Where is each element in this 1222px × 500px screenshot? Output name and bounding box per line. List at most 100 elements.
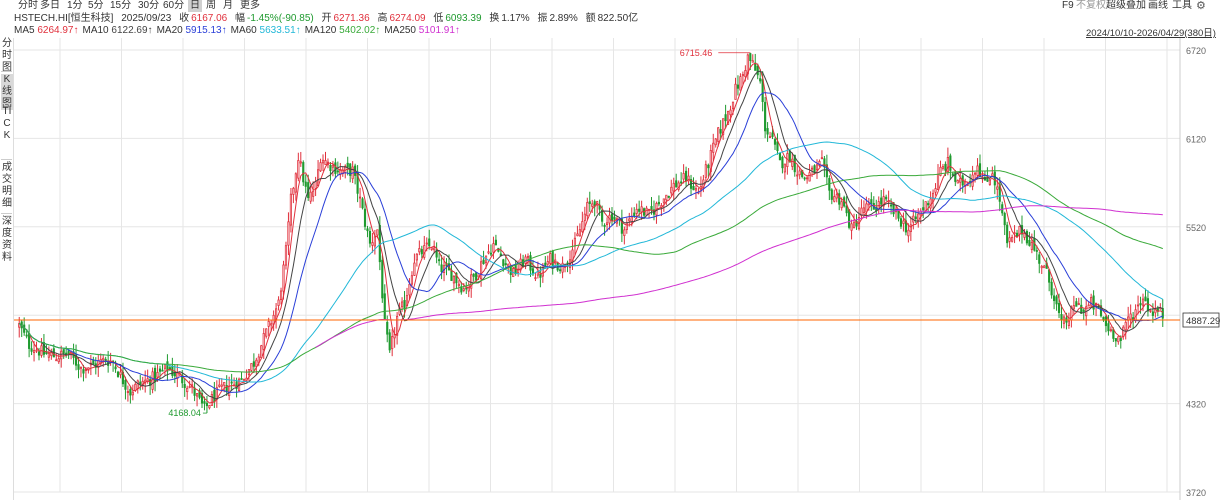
- candle-body: [151, 371, 154, 390]
- side-tab-2[interactable]: TICK: [2, 106, 12, 141]
- period-tab-8[interactable]: 周: [206, 0, 216, 11]
- period-tab-4[interactable]: 15分: [110, 0, 132, 11]
- candle-body: [588, 201, 591, 205]
- candle-body: [576, 233, 579, 237]
- draw-line-button[interactable]: 画线: [1148, 0, 1168, 11]
- candle-body: [319, 162, 322, 172]
- candle-body: [1050, 281, 1053, 296]
- candle-body: [996, 186, 999, 190]
- candle-body: [759, 78, 762, 82]
- max-price-label: 6715.46: [680, 48, 713, 58]
- candle-body: [270, 323, 273, 326]
- ma-legend-item-ma5: MA5 6264.97↑: [14, 25, 79, 36]
- candle-body: [1067, 320, 1070, 326]
- candle-body: [55, 359, 58, 362]
- f9-button[interactable]: F9: [1062, 0, 1074, 11]
- candle-body: [941, 166, 945, 169]
- candle-body: [687, 175, 690, 182]
- candle-body: [18, 323, 21, 328]
- side-tab-0[interactable]: 分时图: [2, 38, 12, 73]
- period-tab-6[interactable]: 60分: [163, 0, 185, 11]
- candle-body: [798, 170, 801, 176]
- candle-body: [213, 389, 216, 403]
- ma-legend-item-ma10: MA10 6122.69↑: [82, 25, 153, 36]
- candle-body: [482, 259, 485, 264]
- candle-body: [685, 170, 688, 182]
- candle-body: [638, 208, 641, 212]
- candle-body: [294, 173, 297, 193]
- current-price-label: 4887.29: [1186, 316, 1220, 327]
- candle-body: [507, 263, 510, 267]
- candle-body: [240, 378, 243, 380]
- ma-legend: MA5 6264.97↑ MA10 6122.69↑ MA20 5915.13↑ MA…: [14, 25, 464, 36]
- period-tab-0[interactable]: 分时: [18, 0, 38, 11]
- candle-body: [1087, 304, 1090, 307]
- period-tab-1[interactable]: 多日: [40, 0, 60, 11]
- side-tab-4[interactable]: 深度资料: [2, 216, 12, 263]
- side-tab-3[interactable]: 成交明细: [2, 162, 12, 209]
- candle-body: [260, 345, 263, 359]
- candle-body: [712, 142, 715, 153]
- candle-body: [37, 351, 41, 356]
- candle-body: [1003, 213, 1006, 226]
- candle-body: [504, 263, 507, 265]
- kline-chart[interactable]: 3720432049205520612067204887.296715.4641…: [0, 38, 1222, 500]
- candle-body: [289, 193, 292, 226]
- close-text: 收 6167.06: [179, 13, 228, 24]
- candle-body: [808, 172, 811, 182]
- candle-body: [949, 155, 952, 171]
- period-tab-5[interactable]: 30分: [138, 0, 160, 11]
- candle-body: [1038, 254, 1041, 264]
- candle-body: [336, 170, 339, 173]
- period-tab-3[interactable]: 5分: [88, 0, 104, 11]
- candle-body: [489, 252, 493, 255]
- candle-body: [1129, 313, 1132, 320]
- candle-body: [559, 269, 562, 272]
- candle-body: [628, 218, 631, 222]
- candle-body: [717, 127, 720, 142]
- candle-body: [526, 256, 530, 259]
- candle-body: [751, 60, 754, 63]
- date-range-link[interactable]: 2024/10/10-2026/04/29(380日): [1086, 28, 1216, 39]
- candle-body: [749, 53, 752, 62]
- candle-body: [396, 316, 399, 336]
- period-tab-9[interactable]: 月: [223, 0, 233, 11]
- candle-body: [956, 180, 959, 184]
- candle-body: [662, 198, 665, 203]
- candle-body: [124, 379, 127, 390]
- fuquan-button[interactable]: 不复权: [1076, 0, 1106, 11]
- candle-body: [255, 359, 258, 367]
- candle-body: [835, 194, 838, 199]
- candle-body: [724, 114, 727, 122]
- candle-body: [358, 196, 362, 199]
- candle-body: [161, 369, 164, 372]
- candle-body: [909, 224, 912, 232]
- candle-body: [959, 178, 962, 183]
- candle-body: [339, 169, 342, 176]
- gear-icon[interactable]: ⚙: [1196, 0, 1206, 12]
- candle-body: [82, 369, 85, 374]
- candle-body: [428, 238, 431, 247]
- candle-body: [388, 332, 391, 351]
- candle-body: [754, 62, 757, 71]
- candle-body: [736, 84, 740, 89]
- candle-body: [815, 164, 819, 171]
- ma-line-ma10: [18, 70, 1164, 400]
- candle-body: [820, 157, 824, 160]
- tools-button[interactable]: 工具: [1172, 0, 1192, 11]
- candle-body: [768, 136, 772, 138]
- candle-body: [188, 386, 191, 388]
- period-tab-10[interactable]: 更多: [240, 0, 260, 11]
- candle-body: [848, 209, 851, 228]
- overlay-button[interactable]: 超级叠加: [1106, 0, 1146, 11]
- candle-body: [1023, 233, 1026, 238]
- candle-body: [623, 229, 626, 237]
- candle-body: [92, 359, 95, 365]
- candle-body: [1104, 316, 1108, 327]
- period-tab-2[interactable]: 1分: [67, 0, 83, 11]
- candle-body: [603, 224, 606, 227]
- candle-body: [1072, 305, 1075, 310]
- period-tab-7[interactable]: 日: [188, 0, 202, 12]
- candle-body: [862, 207, 865, 213]
- candle-body: [833, 196, 836, 202]
